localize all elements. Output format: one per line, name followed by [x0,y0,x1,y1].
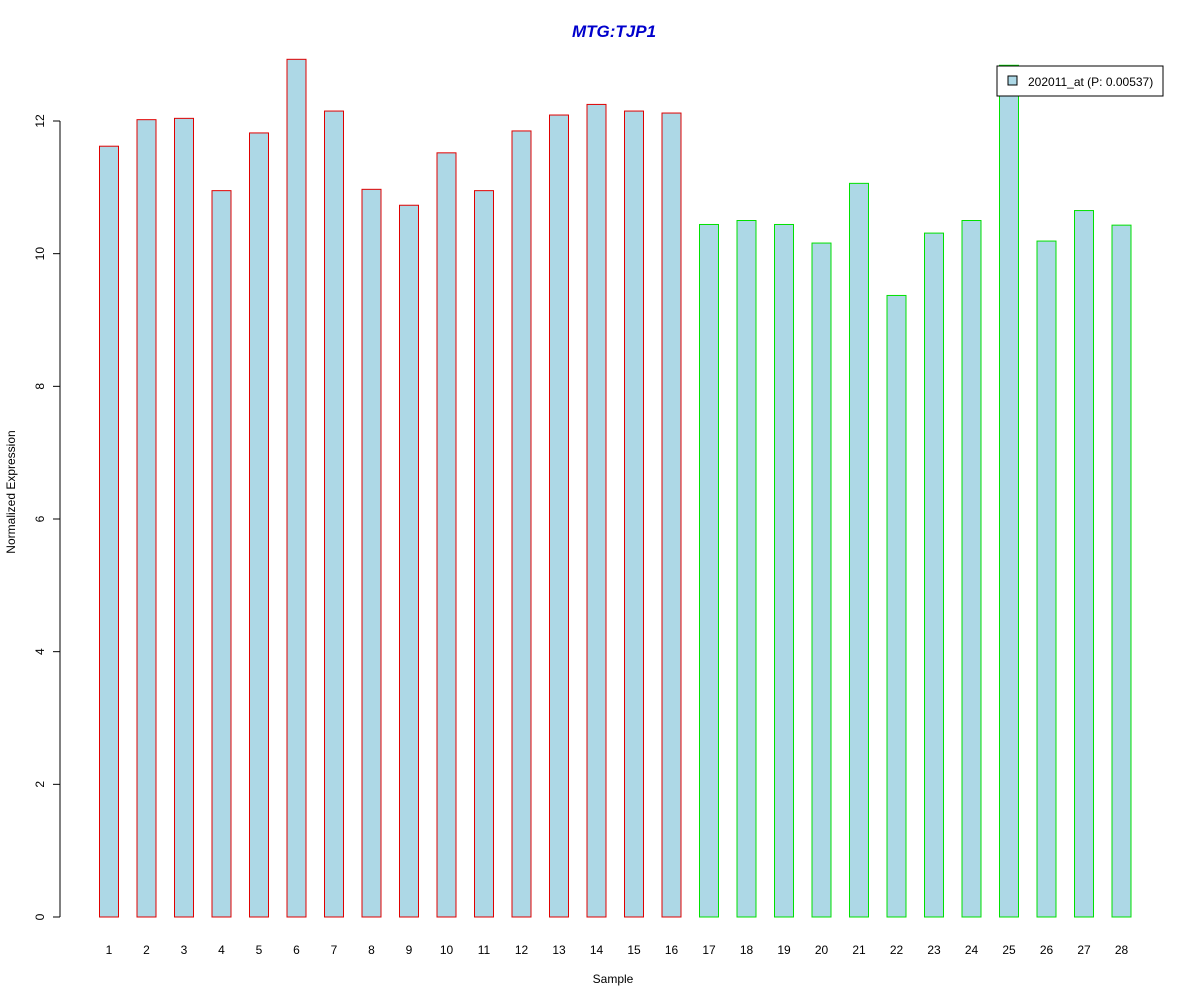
x-axis-title: Sample [593,972,634,986]
x-tick-label: 15 [627,943,641,957]
x-tick-label: 25 [1002,943,1016,957]
x-tick-label: 20 [815,943,829,957]
x-tick-label: 11 [478,943,491,957]
x-tick-label: 10 [440,943,454,957]
x-tick-label: 17 [702,943,716,957]
y-tick-label: 12 [33,114,47,128]
x-tick-label: 5 [256,943,263,957]
bar-sample-5 [249,132,269,918]
y-tick-label: 6 [33,515,47,522]
bar-sample-26 [1036,240,1057,918]
bar-sample-27 [1074,210,1094,918]
bar-sample-23 [924,232,944,918]
bar-sample-17 [699,223,719,918]
x-tick-label: 22 [890,943,904,957]
x-tick-label: 2 [143,943,150,957]
x-tick-label: 6 [293,943,300,957]
x-tick-label: 12 [515,943,529,957]
bar-sample-20 [811,242,832,918]
legend-swatch [1007,75,1018,86]
x-tick-label: 9 [406,943,413,957]
x-tick-label: 16 [665,943,679,957]
y-tick-label: 10 [33,247,47,261]
bar-sample-6 [286,58,307,918]
x-tick-label: 23 [927,943,941,957]
y-axis: 0 2 4 6 8 10 12 [33,114,61,920]
bar-sample-2 [136,119,157,918]
bar-sample-22 [886,294,907,918]
y-tick-label: 0 [33,913,47,920]
x-tick-label: 27 [1077,943,1091,957]
x-tick-label: 24 [965,943,979,957]
bar-sample-11 [474,190,494,918]
bar-sample-21 [849,182,869,918]
x-tick-label: 28 [1115,943,1129,957]
bar-sample-8 [361,188,382,918]
bar-sample-9 [399,204,419,918]
bar-sample-12 [511,130,532,918]
legend-label: 202011_at (P: 0.00537) [1028,75,1153,89]
x-tick-label: 1 [106,943,113,957]
y-tick-label: 4 [33,648,47,655]
bar-sample-15 [624,110,644,918]
y-axis-title: Normalized Expression [4,430,18,553]
bar-sample-1 [99,145,119,918]
x-tick-label: 14 [590,943,604,957]
x-tick-label: 3 [181,943,188,957]
y-tick-label: 2 [33,781,47,788]
y-tick-label: 8 [33,383,47,390]
bar-sample-4 [211,190,232,918]
x-tick-label: 26 [1040,943,1054,957]
x-tick-label: 21 [852,943,866,957]
x-tick-label: 18 [740,943,754,957]
legend: 202011_at (P: 0.00537) [996,65,1164,97]
bars-group [99,58,1132,918]
x-tick-label: 13 [552,943,566,957]
x-tick-label: 19 [777,943,791,957]
x-tick-label: 7 [331,943,338,957]
x-axis-labels: 1 2 3 4 5 6 7 8 9 10 11 12 13 14 15 16 17 18 19 20 21 22 23 24 2… [106,943,1129,957]
legend-box [996,65,1164,97]
bar-sample-13 [549,114,569,918]
bar-sample-16 [661,112,682,918]
bar-sample-14 [586,103,607,918]
bar-sample-18 [736,220,757,918]
bar-sample-24 [961,220,982,918]
bar-sample-28 [1111,224,1132,918]
bar-sample-7 [324,110,344,918]
bar-sample-10 [436,152,457,918]
bar-sample-3 [174,117,194,918]
bar-sample-19 [774,223,794,918]
bar-sample-25 [999,64,1019,918]
x-tick-label: 8 [368,943,375,957]
chart-title: MTG:TJP1 [572,22,656,41]
x-tick-label: 4 [218,943,225,957]
